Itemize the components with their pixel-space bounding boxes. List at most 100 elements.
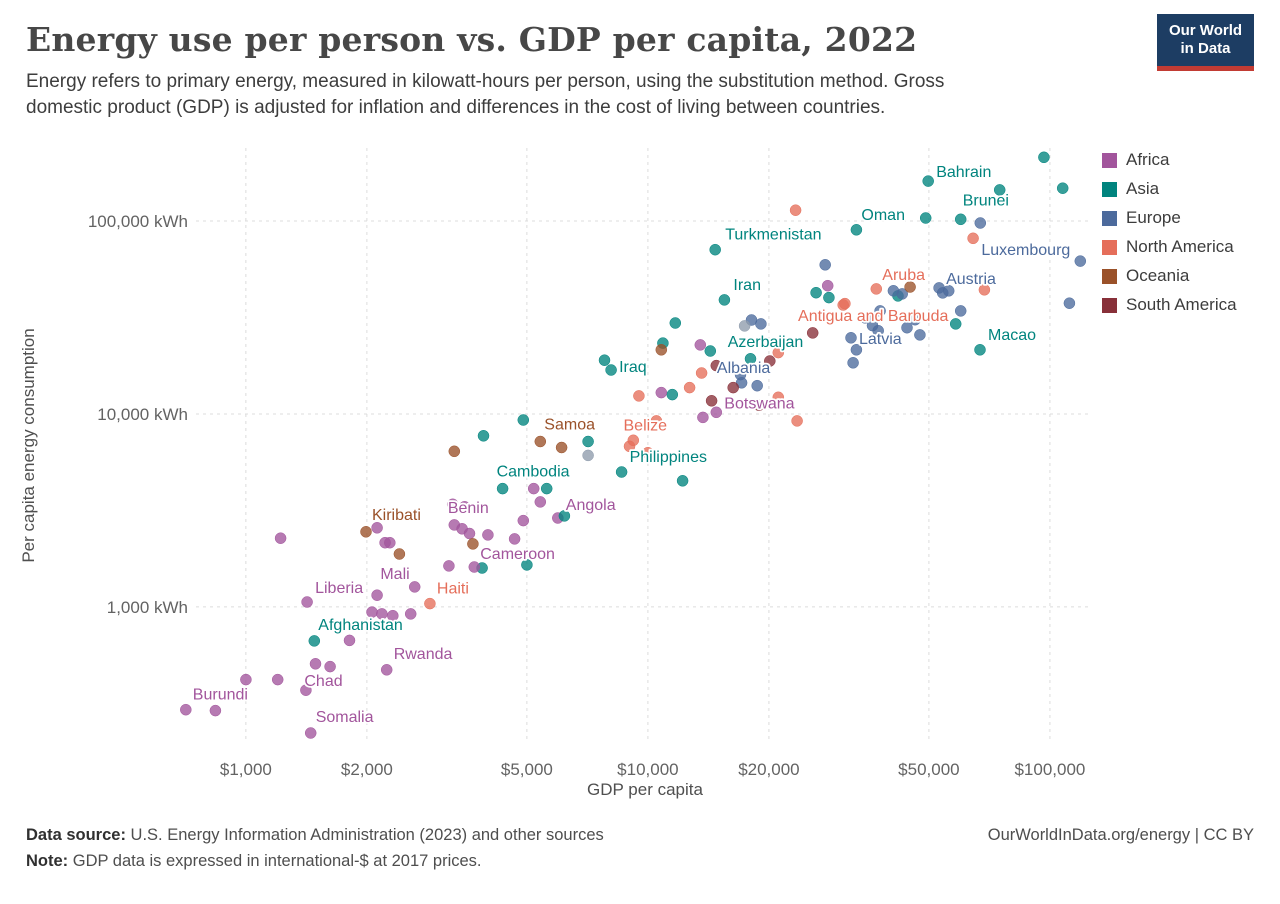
data-point[interactable] xyxy=(371,589,383,601)
data-point[interactable] xyxy=(517,514,530,527)
data-point[interactable] xyxy=(633,390,645,402)
data-point[interactable] xyxy=(1056,182,1069,194)
data-point[interactable] xyxy=(704,345,717,357)
data-point[interactable] xyxy=(669,317,682,329)
legend-item-africa[interactable]: Africa xyxy=(1102,150,1237,170)
data-point[interactable] xyxy=(540,482,553,495)
data-point[interactable] xyxy=(764,355,776,367)
data-point[interactable] xyxy=(919,212,932,224)
legend-item-oceania[interactable]: Oceania xyxy=(1102,266,1237,286)
data-point[interactable] xyxy=(850,344,863,356)
point-oman[interactable] xyxy=(850,224,863,236)
data-point[interactable] xyxy=(1038,151,1050,164)
data-point[interactable] xyxy=(443,560,455,572)
data-point[interactable] xyxy=(734,368,747,381)
data-point[interactable] xyxy=(463,527,476,540)
legend-item-asia[interactable]: Asia xyxy=(1102,179,1237,199)
data-point[interactable] xyxy=(727,381,739,394)
data-point[interactable] xyxy=(676,475,689,487)
data-point[interactable] xyxy=(872,324,884,337)
data-point[interactable] xyxy=(859,312,871,324)
data-point[interactable] xyxy=(627,434,640,447)
data-point[interactable] xyxy=(705,395,718,407)
owid-logo[interactable]: Our World in Data xyxy=(1157,14,1254,71)
point-aruba[interactable] xyxy=(870,283,883,295)
data-point[interactable] xyxy=(517,414,530,426)
data-point[interactable] xyxy=(978,284,991,296)
point-samoa[interactable] xyxy=(534,435,547,448)
point-iran[interactable] xyxy=(718,294,731,306)
point-brunei[interactable] xyxy=(954,213,967,226)
data-point[interactable] xyxy=(710,359,723,372)
data-point[interactable] xyxy=(823,291,835,304)
data-point[interactable] xyxy=(666,388,679,401)
data-point[interactable] xyxy=(642,446,654,459)
point-turkmenistan[interactable] xyxy=(709,243,721,256)
data-point[interactable] xyxy=(942,285,955,297)
legend-item-europe[interactable]: Europe xyxy=(1102,208,1237,228)
point-mali[interactable] xyxy=(408,581,421,593)
data-point[interactable] xyxy=(655,344,668,356)
data-point[interactable] xyxy=(683,381,696,394)
point-cameroon[interactable] xyxy=(508,533,521,545)
data-point[interactable] xyxy=(810,286,822,299)
data-point[interactable] xyxy=(482,529,494,541)
data-point[interactable] xyxy=(582,435,594,448)
data-point[interactable] xyxy=(404,608,417,620)
data-point[interactable] xyxy=(598,354,611,366)
data-point[interactable] xyxy=(343,634,356,647)
data-point[interactable] xyxy=(791,415,803,427)
data-point[interactable] xyxy=(209,704,222,717)
data-point[interactable] xyxy=(974,217,987,229)
point-rwanda[interactable] xyxy=(380,664,393,676)
point-iraq[interactable] xyxy=(605,364,617,376)
data-point[interactable] xyxy=(458,501,471,513)
data-point[interactable] xyxy=(477,430,490,442)
point-haiti[interactable] xyxy=(424,597,436,610)
data-point[interactable] xyxy=(274,532,287,544)
data-point[interactable] xyxy=(967,232,979,245)
point-luxembourg[interactable] xyxy=(1074,255,1087,267)
point-kiribati[interactable] xyxy=(360,526,372,538)
data-point[interactable] xyxy=(695,367,708,379)
point-macao[interactable] xyxy=(974,344,986,356)
data-point[interactable] xyxy=(582,449,594,462)
data-point[interactable] xyxy=(387,609,399,622)
data-point[interactable] xyxy=(993,184,1006,196)
point-latvia[interactable] xyxy=(845,332,857,344)
data-point[interactable] xyxy=(558,510,571,522)
data-point[interactable] xyxy=(521,559,533,571)
data-point[interactable] xyxy=(446,498,459,511)
data-point[interactable] xyxy=(738,320,751,332)
data-point[interactable] xyxy=(379,536,391,549)
data-point[interactable] xyxy=(271,673,284,686)
data-point[interactable] xyxy=(467,538,479,550)
data-point[interactable] xyxy=(753,399,765,411)
data-point[interactable] xyxy=(527,482,540,495)
data-point[interactable] xyxy=(949,318,962,330)
data-point[interactable] xyxy=(914,329,926,341)
data-point[interactable] xyxy=(300,684,312,696)
data-point[interactable] xyxy=(555,441,568,454)
data-point[interactable] xyxy=(468,561,481,573)
point-liberia[interactable] xyxy=(301,596,313,608)
data-point[interactable] xyxy=(240,673,252,686)
data-point[interactable] xyxy=(534,496,547,508)
point-cambodia[interactable] xyxy=(496,482,509,495)
point-philippines[interactable] xyxy=(615,466,628,478)
point-burundi[interactable] xyxy=(180,703,192,716)
data-point[interactable] xyxy=(393,548,406,560)
data-point[interactable] xyxy=(650,415,663,427)
data-point[interactable] xyxy=(751,379,763,392)
point-bahrain[interactable] xyxy=(922,175,934,187)
point-afghanistan[interactable] xyxy=(308,635,321,647)
legend-item-north-america[interactable]: North America xyxy=(1102,237,1237,257)
point-chad[interactable] xyxy=(309,658,322,670)
data-point[interactable] xyxy=(697,411,709,424)
data-point[interactable] xyxy=(324,660,336,673)
data-point[interactable] xyxy=(896,288,908,300)
data-point[interactable] xyxy=(772,391,785,404)
data-point[interactable] xyxy=(772,346,785,359)
data-point[interactable] xyxy=(839,297,851,310)
data-point[interactable] xyxy=(448,445,461,458)
